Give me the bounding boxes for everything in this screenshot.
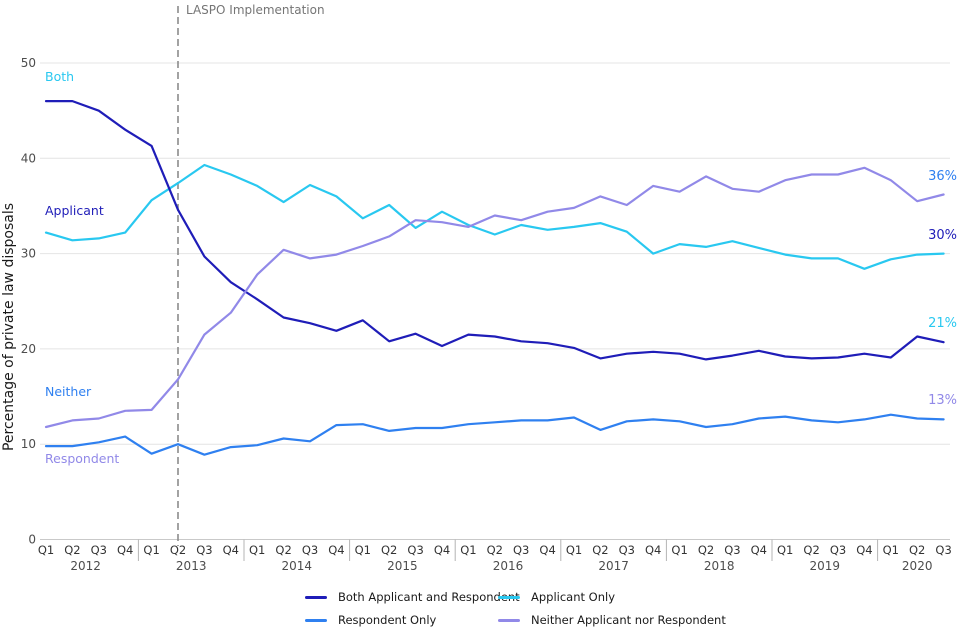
y-tick-label: 20 [21, 342, 36, 356]
y-tick-label: 40 [21, 151, 36, 165]
x-tick-label-year: 2012 [70, 559, 101, 573]
legend-marker-applicant [498, 595, 520, 599]
end-value-label-applicant: 30% [928, 227, 957, 243]
series-line-both [44, 99, 945, 361]
series-line-neither [44, 166, 945, 429]
x-tick-label-year: 2019 [810, 559, 841, 573]
x-tick-label-quarter: Q3 [196, 543, 212, 557]
end-value-label-respondent: 13% [928, 393, 957, 409]
legend-item-both: Both Applicant and Respondent [305, 589, 520, 605]
series-line-respondent [44, 413, 945, 456]
x-tick-label-quarter: Q1 [777, 543, 793, 557]
x-tick-label-quarter: Q2 [64, 543, 80, 557]
inline-label-neither: Neither [45, 384, 92, 399]
inline-label-applicant: Applicant [45, 203, 104, 218]
x-tick-label-quarter: Q1 [249, 543, 265, 557]
legend-item-neither: Neither Applicant nor Respondent [498, 612, 726, 628]
x-tick-label-quarter: Q1 [671, 543, 687, 557]
y-tick-label: 50 [21, 56, 36, 70]
x-tick-label-quarter: Q3 [724, 543, 740, 557]
x-tick-label-quarter: Q4 [856, 543, 872, 557]
legend-label: Applicant Only [531, 590, 616, 604]
x-tick-label-quarter: Q1 [38, 543, 54, 557]
x-tick-label-quarter: Q2 [170, 543, 186, 557]
x-tick-label-year: 2016 [493, 559, 524, 573]
x-tick-label-quarter: Q2 [803, 543, 819, 557]
legend-item-respondent: Respondent Only [305, 612, 436, 628]
x-tick-label-quarter: Q3 [407, 543, 423, 557]
y-tick-label: 10 [21, 437, 36, 451]
x-tick-label-quarter: Q1 [355, 543, 371, 557]
legend-marker-respondent [305, 618, 327, 622]
x-tick-label-quarter: Q2 [909, 543, 925, 557]
x-tick-label-quarter: Q2 [698, 543, 714, 557]
x-tick-label-quarter: Q2 [592, 543, 608, 557]
x-tick-label-quarter: Q4 [434, 543, 450, 557]
legend-label: Neither Applicant nor Respondent [531, 613, 726, 627]
y-tick-label: 30 [21, 247, 36, 261]
x-tick-label-quarter: Q1 [566, 543, 582, 557]
x-tick-label-year: 2017 [598, 559, 629, 573]
x-tick-label-quarter: Q3 [619, 543, 635, 557]
x-tick-label-quarter: Q1 [460, 543, 476, 557]
y-tick-label: 0 [28, 533, 36, 547]
x-tick-label-quarter: Q2 [381, 543, 397, 557]
x-tick-label-quarter: Q4 [223, 543, 239, 557]
x-tick-label-quarter: Q4 [539, 543, 555, 557]
x-tick-label-quarter: Q3 [935, 543, 951, 557]
x-tick-label-quarter: Q2 [487, 543, 503, 557]
series-line-applicant [44, 163, 945, 270]
legend-label: Respondent Only [338, 613, 437, 627]
x-tick-label-quarter: Q2 [275, 543, 291, 557]
x-tick-label-quarter: Q1 [143, 543, 159, 557]
x-tick-label-quarter: Q4 [645, 543, 661, 557]
x-tick-label-quarter: Q3 [91, 543, 107, 557]
x-tick-label-quarter: Q3 [513, 543, 529, 557]
x-tick-label-quarter: Q3 [302, 543, 318, 557]
legend-marker-both [305, 595, 327, 599]
x-tick-label-quarter: Q4 [117, 543, 133, 557]
x-tick-label-year: 2014 [282, 559, 313, 573]
inline-label-both: Both [45, 69, 75, 84]
legend-marker-neither [498, 618, 520, 622]
inline-label-respondent: Respondent [45, 451, 120, 466]
x-tick-label-quarter: Q3 [830, 543, 846, 557]
x-tick-label-year: 2018 [704, 559, 735, 573]
y-axis-title: Percentage of private law disposals [1, 202, 17, 452]
x-tick-label-year: 2013 [176, 559, 207, 573]
end-value-label-both: 21% [928, 316, 957, 332]
x-tick-label-quarter: Q4 [751, 543, 767, 557]
legend-label: Both Applicant and Respondent [338, 590, 520, 604]
x-tick-label-year: 2020 [902, 559, 933, 573]
legend-item-applicant: Applicant Only [498, 589, 615, 605]
laspo-annotation-label: LASPO Implementation [186, 3, 325, 17]
x-tick-label-year: 2015 [387, 559, 418, 573]
x-tick-label-quarter: Q4 [328, 543, 344, 557]
end-value-label-neither: 36% [928, 168, 957, 184]
x-tick-label-quarter: Q1 [883, 543, 899, 557]
